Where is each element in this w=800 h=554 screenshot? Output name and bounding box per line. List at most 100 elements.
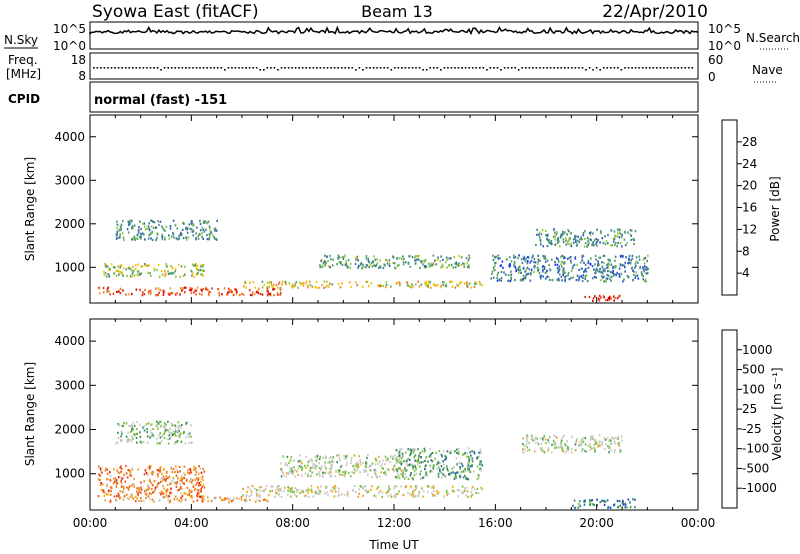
data-cell — [374, 265, 377, 268]
data-cell — [578, 444, 580, 447]
data-cell — [393, 495, 395, 498]
data-cell — [543, 435, 546, 438]
data-cell — [468, 462, 470, 465]
data-cell — [132, 270, 134, 274]
data-cell — [129, 275, 132, 278]
freq-dot — [121, 67, 123, 69]
data-cell — [573, 499, 576, 502]
data-cell — [98, 292, 101, 295]
data-cell — [596, 240, 598, 244]
freq-dot — [351, 67, 354, 69]
data-cell — [473, 488, 476, 491]
freq-dot — [656, 67, 658, 69]
data-cell — [159, 465, 162, 469]
data-cell — [554, 243, 557, 246]
y-tick-label: 2000 — [54, 423, 85, 437]
data-cell — [420, 260, 423, 263]
data-cell — [248, 289, 251, 292]
data-cell — [422, 460, 425, 464]
data-cell — [494, 255, 496, 259]
data-cell — [618, 273, 620, 276]
data-cell — [578, 441, 581, 444]
data-cell — [522, 443, 524, 446]
data-cell — [191, 490, 193, 493]
data-cell — [621, 439, 623, 442]
data-cell — [113, 477, 115, 480]
data-cell — [323, 286, 325, 289]
data-cell — [526, 440, 528, 443]
data-cell — [590, 435, 592, 438]
data-cell — [579, 261, 582, 264]
data-cell — [373, 494, 376, 497]
data-cell — [344, 263, 347, 266]
data-cell — [340, 262, 342, 265]
data-cell — [570, 261, 572, 264]
data-cell — [136, 421, 138, 424]
data-cell — [191, 495, 193, 498]
data-cell — [509, 280, 512, 283]
data-cell — [121, 232, 124, 235]
data-cell — [158, 420, 161, 423]
data-cell — [144, 225, 146, 228]
data-cell — [560, 260, 563, 263]
data-cell — [147, 466, 149, 469]
data-cell — [158, 469, 160, 472]
data-cell — [191, 230, 194, 233]
data-cell — [161, 273, 164, 276]
data-cell — [307, 474, 309, 478]
data-cell — [110, 486, 112, 489]
data-cell — [598, 294, 601, 297]
data-cell — [352, 465, 355, 468]
data-cell — [562, 450, 565, 453]
data-cell — [598, 299, 601, 302]
data-cell — [466, 466, 469, 469]
data-cell — [411, 494, 413, 497]
data-cell — [447, 492, 450, 495]
data-cell — [366, 491, 369, 494]
data-cell — [322, 261, 325, 264]
data-cell — [347, 490, 349, 493]
data-cell — [200, 288, 203, 291]
data-cell — [560, 234, 562, 237]
freq-dot — [326, 67, 329, 69]
data-cell — [270, 282, 273, 285]
data-cell — [430, 486, 433, 489]
data-cell — [117, 236, 119, 240]
data-cell — [209, 290, 211, 294]
data-cell — [614, 259, 616, 262]
data-cell — [197, 477, 200, 480]
freq-dot — [482, 67, 485, 69]
data-cell — [192, 224, 195, 227]
data-cell — [496, 274, 499, 277]
data-cell — [546, 269, 548, 272]
freq-dot — [273, 67, 276, 69]
data-cell — [163, 428, 166, 431]
data-cell — [567, 446, 569, 449]
data-cell — [549, 268, 551, 271]
data-cell — [613, 299, 615, 302]
data-cell — [593, 244, 595, 247]
data-cell — [510, 278, 512, 281]
data-cell — [250, 493, 253, 496]
data-cell — [223, 287, 226, 290]
data-cell — [353, 471, 355, 474]
data-cell — [614, 243, 616, 246]
data-cell — [642, 266, 644, 269]
data-cell — [509, 256, 511, 259]
data-cell — [158, 275, 161, 278]
data-cell — [570, 270, 573, 273]
data-cell — [302, 284, 305, 287]
data-cell — [235, 292, 238, 296]
freq-dot — [507, 67, 509, 69]
data-cell — [301, 468, 303, 471]
data-cell — [626, 275, 629, 278]
data-cell — [359, 263, 362, 266]
colorbar-tick-label: 1000 — [742, 343, 773, 357]
data-cell — [473, 286, 476, 289]
data-cell — [169, 272, 171, 275]
data-cell — [179, 485, 182, 489]
data-cell — [611, 436, 613, 439]
data-cell — [601, 237, 604, 240]
data-cell — [382, 266, 385, 270]
data-cell — [338, 256, 341, 259]
